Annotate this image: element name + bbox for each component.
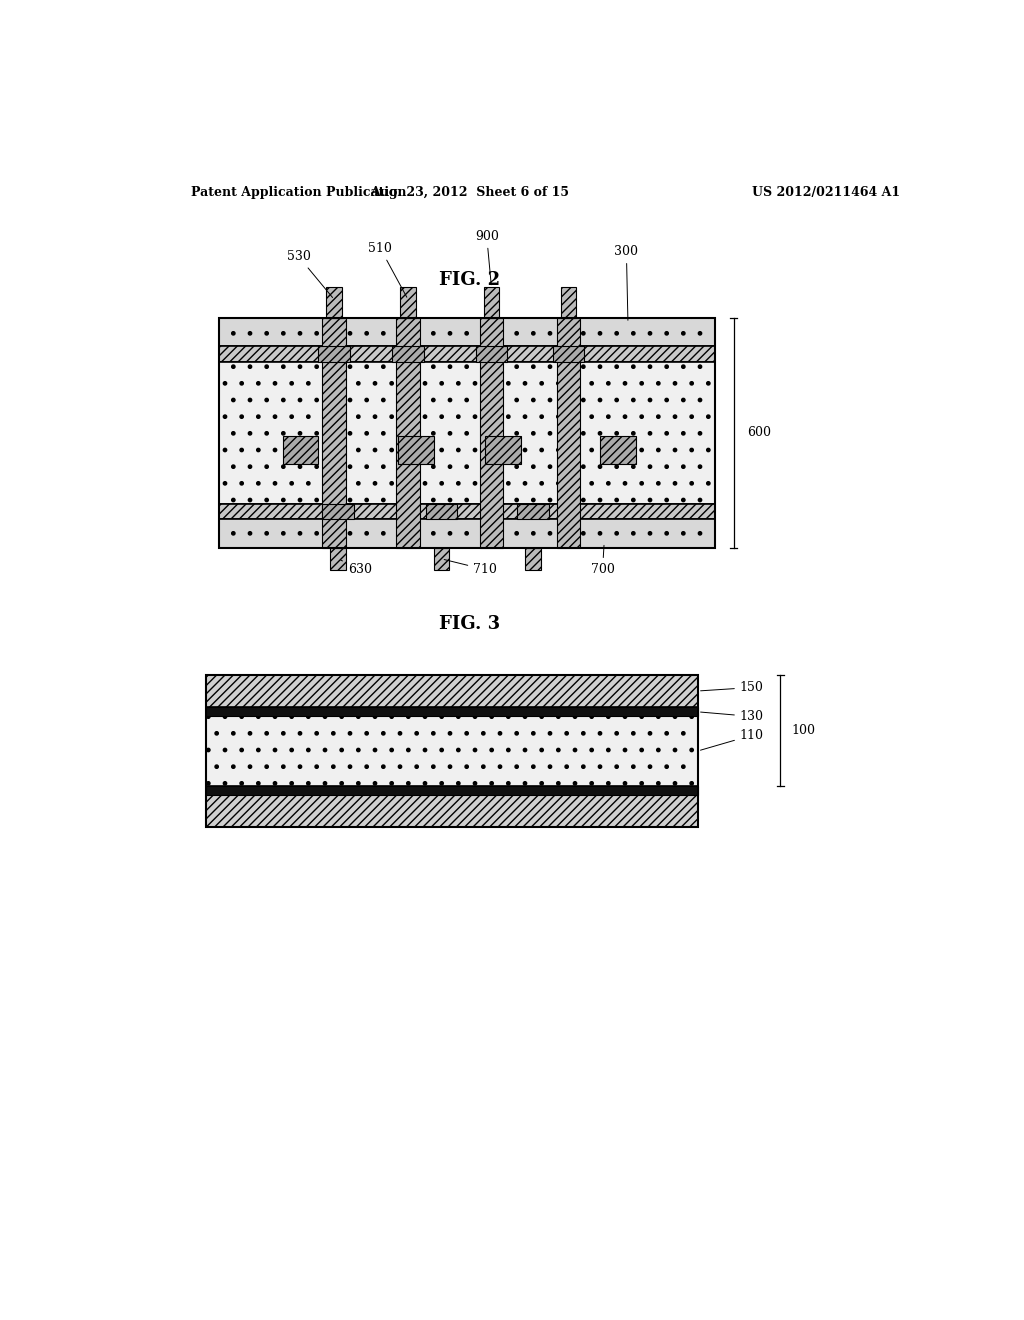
Bar (560, 288, 577, 318)
Bar (396, 318, 420, 548)
Bar (483, 288, 500, 318)
Text: 530: 530 (287, 249, 333, 297)
Bar (557, 318, 581, 548)
Bar (517, 504, 549, 519)
Text: 710: 710 (444, 560, 497, 576)
Text: FIG. 2: FIG. 2 (438, 272, 500, 289)
Bar (433, 548, 450, 570)
Text: 900: 900 (475, 230, 499, 285)
Text: 700: 700 (591, 545, 614, 576)
Bar (219, 504, 715, 519)
Bar (219, 362, 715, 504)
Bar (206, 717, 697, 785)
Text: Aug. 23, 2012  Sheet 6 of 15: Aug. 23, 2012 Sheet 6 of 15 (370, 186, 568, 199)
Bar (400, 288, 416, 318)
Bar (206, 675, 697, 828)
Bar (206, 675, 697, 708)
Text: 110: 110 (700, 729, 764, 750)
Bar (553, 346, 585, 362)
Bar (219, 318, 715, 346)
Bar (219, 519, 715, 548)
Text: 630: 630 (341, 560, 372, 576)
Bar (283, 436, 318, 465)
Bar (331, 548, 346, 570)
Bar (475, 346, 507, 362)
Bar (327, 288, 342, 318)
Bar (485, 436, 521, 465)
Bar (392, 346, 424, 362)
Bar (206, 785, 697, 795)
Text: 300: 300 (614, 246, 638, 321)
Bar (397, 436, 433, 465)
Text: Patent Application Publication: Patent Application Publication (191, 186, 407, 199)
Text: US 2012/0211464 A1: US 2012/0211464 A1 (753, 186, 900, 199)
Text: 100: 100 (792, 723, 815, 737)
Bar (479, 318, 504, 548)
Bar (219, 318, 715, 548)
Text: 150: 150 (700, 681, 764, 694)
Bar (206, 795, 697, 828)
Bar (426, 504, 458, 519)
Bar (323, 318, 346, 548)
Bar (318, 346, 350, 362)
Text: 600: 600 (748, 426, 771, 440)
Text: FIG. 3: FIG. 3 (438, 615, 500, 632)
Bar (600, 436, 636, 465)
Bar (524, 548, 541, 570)
Text: 130: 130 (700, 710, 764, 723)
Text: 510: 510 (369, 242, 407, 297)
Bar (323, 504, 354, 519)
Bar (206, 708, 697, 717)
Bar (219, 346, 715, 362)
